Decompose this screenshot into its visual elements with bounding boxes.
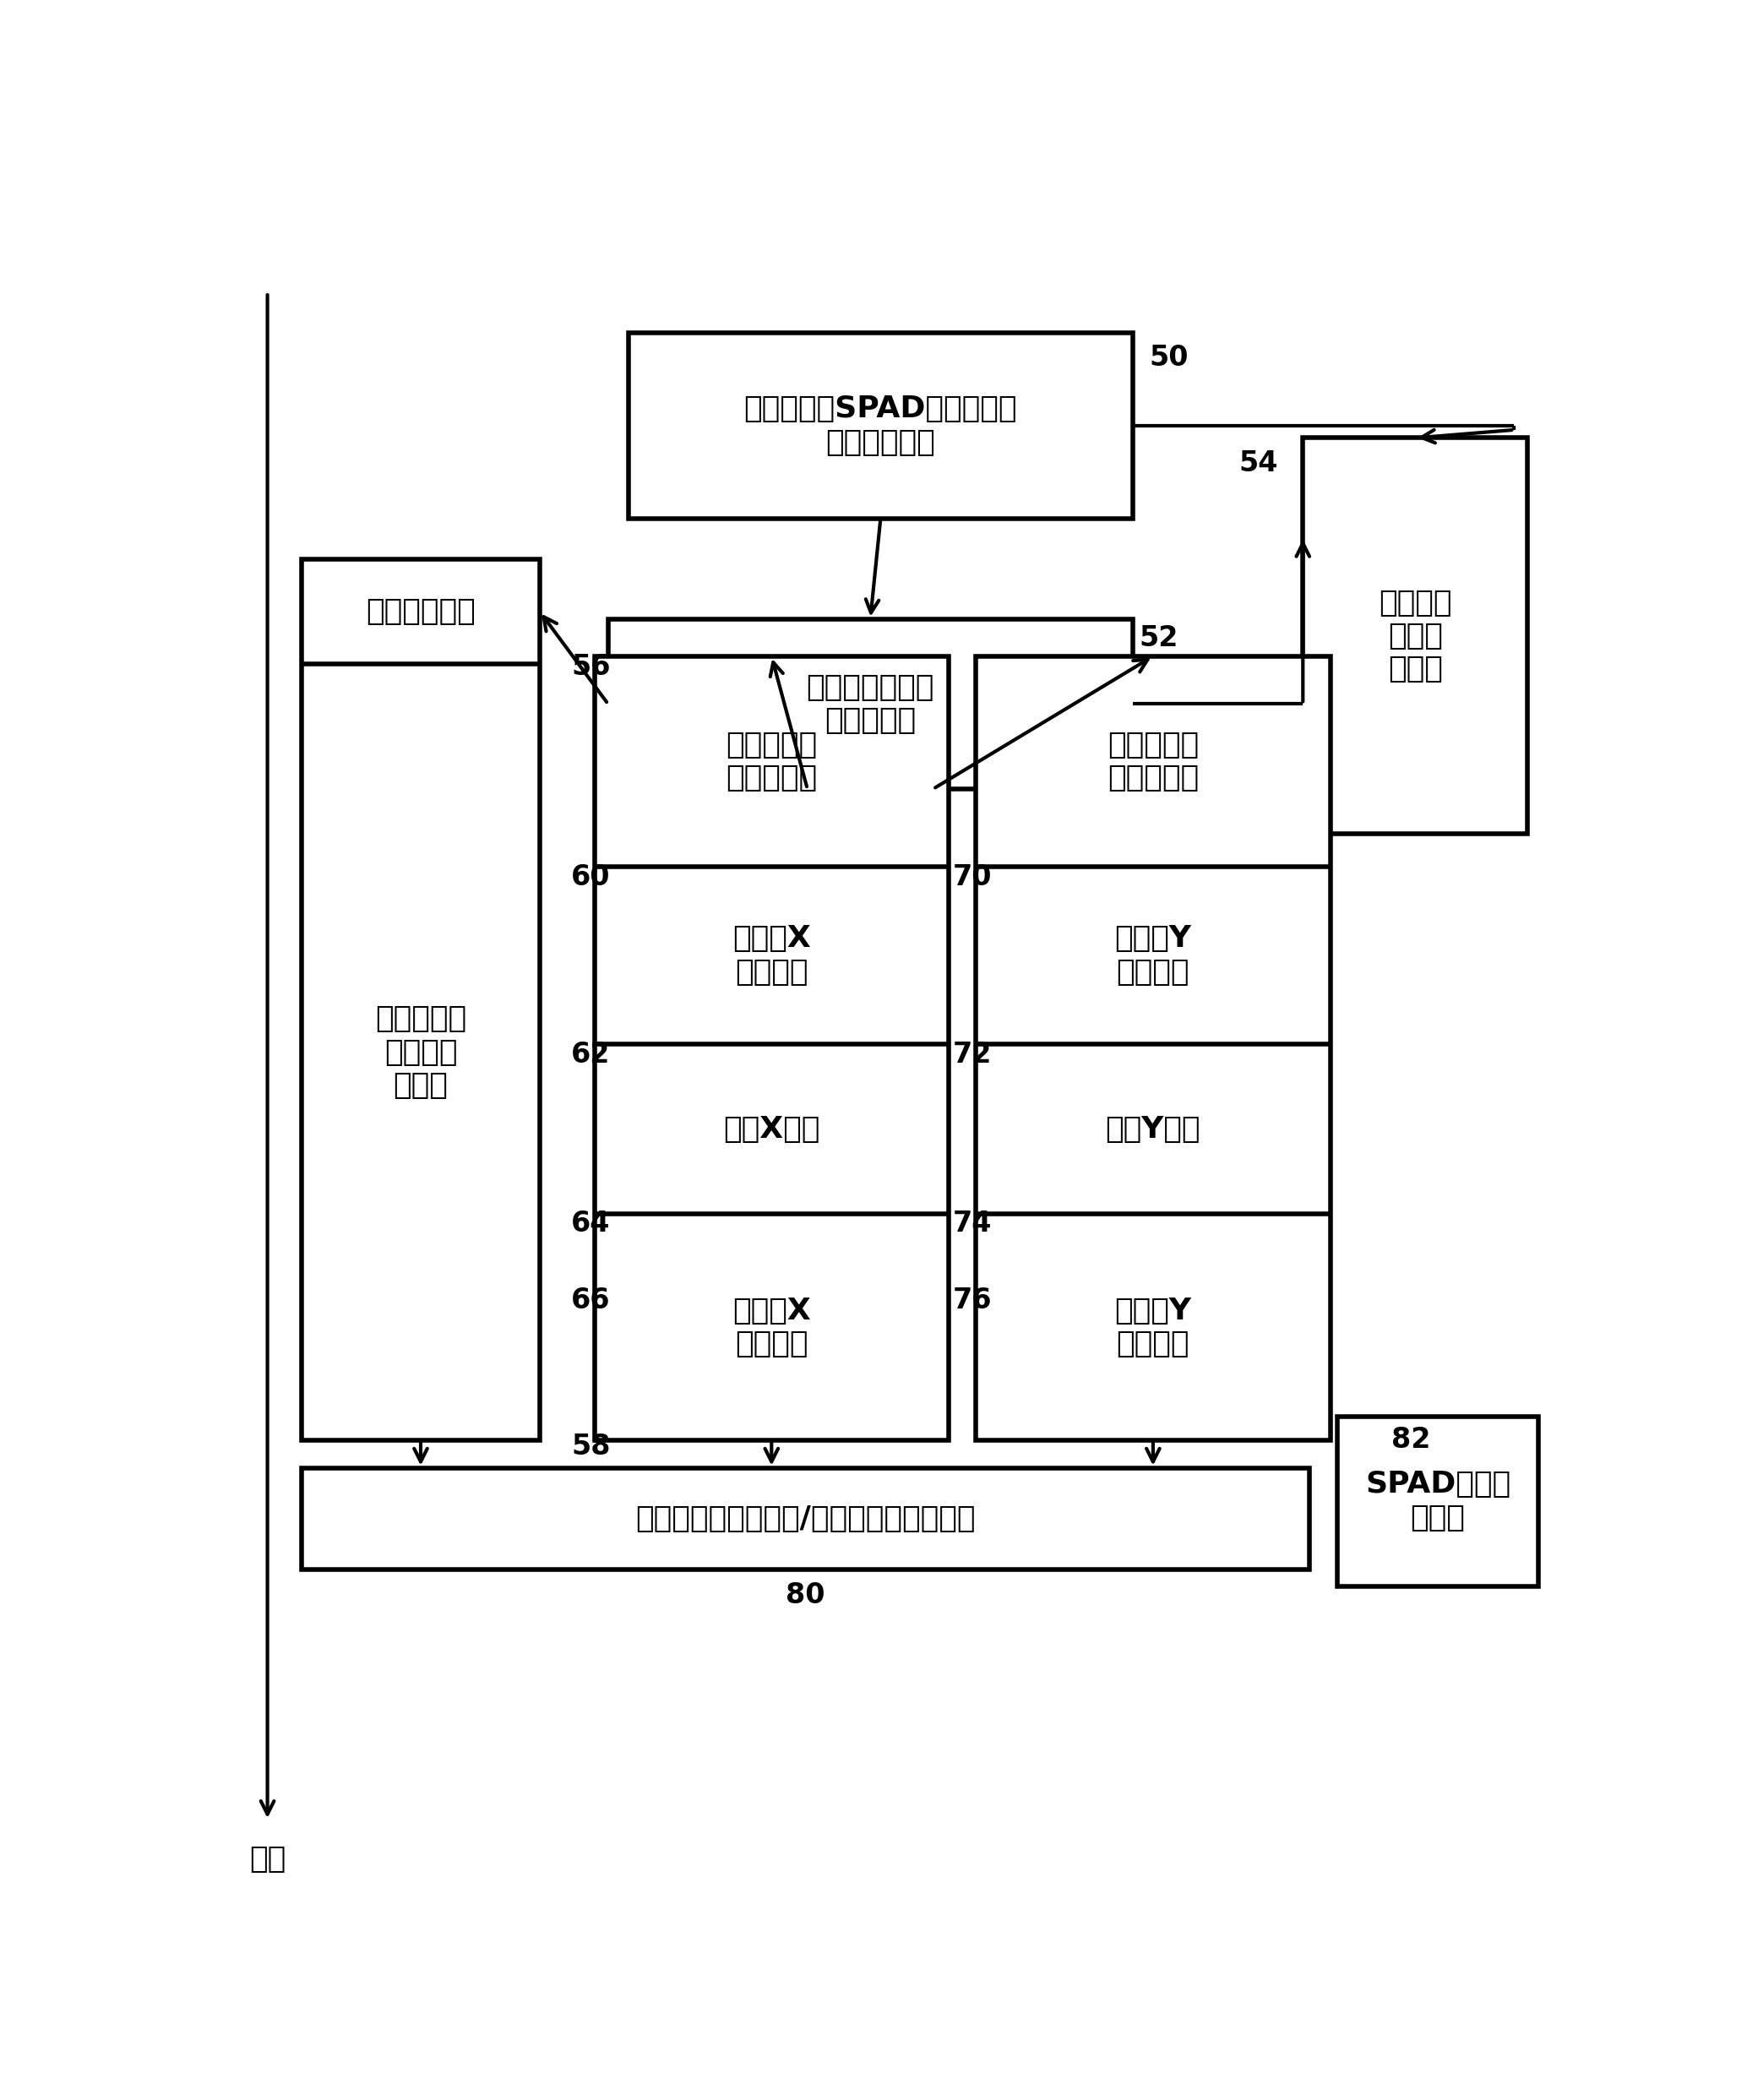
Bar (1338, 1415, 1538, 1586)
Bar (608, 620, 1132, 790)
Text: 模拟时间测量: 模拟时间测量 (366, 596, 475, 626)
Text: 70: 70 (953, 863, 992, 890)
Text: 位置坐标
传播到
锁存器: 位置坐标 传播到 锁存器 (1378, 588, 1452, 685)
Text: 锁存器Y
设置时间: 锁存器Y 设置时间 (1115, 924, 1192, 987)
Text: 60: 60 (571, 863, 610, 890)
Text: 54: 54 (1239, 449, 1278, 477)
Bar (1303, 439, 1528, 834)
Text: 触发信号在触发
网络上传播: 触发信号在触发 网络上传播 (807, 672, 933, 735)
Text: 锁存X坐标: 锁存X坐标 (723, 1115, 819, 1144)
Text: 由延迟元件
引入的延迟: 由延迟元件 引入的延迟 (1108, 731, 1199, 792)
Text: 56: 56 (571, 653, 610, 680)
Bar (594, 655, 949, 1441)
Text: 58: 58 (571, 1432, 610, 1460)
Text: 复位触发电路并处理/缓冲时间和位置数据: 复位触发电路并处理/缓冲时间和位置数据 (636, 1504, 976, 1533)
Text: 64: 64 (571, 1210, 610, 1237)
Text: 锁存器X
保持时间: 锁存器X 保持时间 (733, 1296, 810, 1359)
Text: 82: 82 (1392, 1426, 1431, 1453)
Text: 锁存器X
设置时间: 锁存器X 设置时间 (733, 924, 810, 987)
Text: 锁存器Y
保持时间: 锁存器Y 保持时间 (1115, 1296, 1192, 1359)
Text: 对模拟时间
测量进行
数字化: 对模拟时间 测量进行 数字化 (374, 1004, 466, 1100)
Text: 时间: 时间 (250, 1844, 287, 1873)
Text: 52: 52 (1139, 624, 1178, 651)
Text: 66: 66 (571, 1287, 610, 1315)
Text: 76: 76 (953, 1287, 992, 1315)
Text: 74: 74 (953, 1210, 992, 1237)
Text: 锁存Y坐标: 锁存Y坐标 (1106, 1115, 1201, 1144)
Text: 由延迟元件
引入的延迟: 由延迟元件 引入的延迟 (726, 731, 817, 792)
Text: SPAD探测器
被淬灭: SPAD探测器 被淬灭 (1364, 1470, 1510, 1533)
Text: 50: 50 (1150, 344, 1188, 372)
Bar (302, 1468, 1310, 1571)
Bar (976, 655, 1331, 1441)
Text: 光子冲击在SPAD探测器上，
导致雪崩击穿: 光子冲击在SPAD探测器上， 导致雪崩击穿 (744, 395, 1018, 458)
Text: 80: 80 (786, 1581, 825, 1609)
Bar (629, 334, 1132, 519)
Text: 62: 62 (571, 1042, 610, 1069)
Text: 72: 72 (953, 1042, 992, 1069)
Bar (302, 559, 540, 1441)
